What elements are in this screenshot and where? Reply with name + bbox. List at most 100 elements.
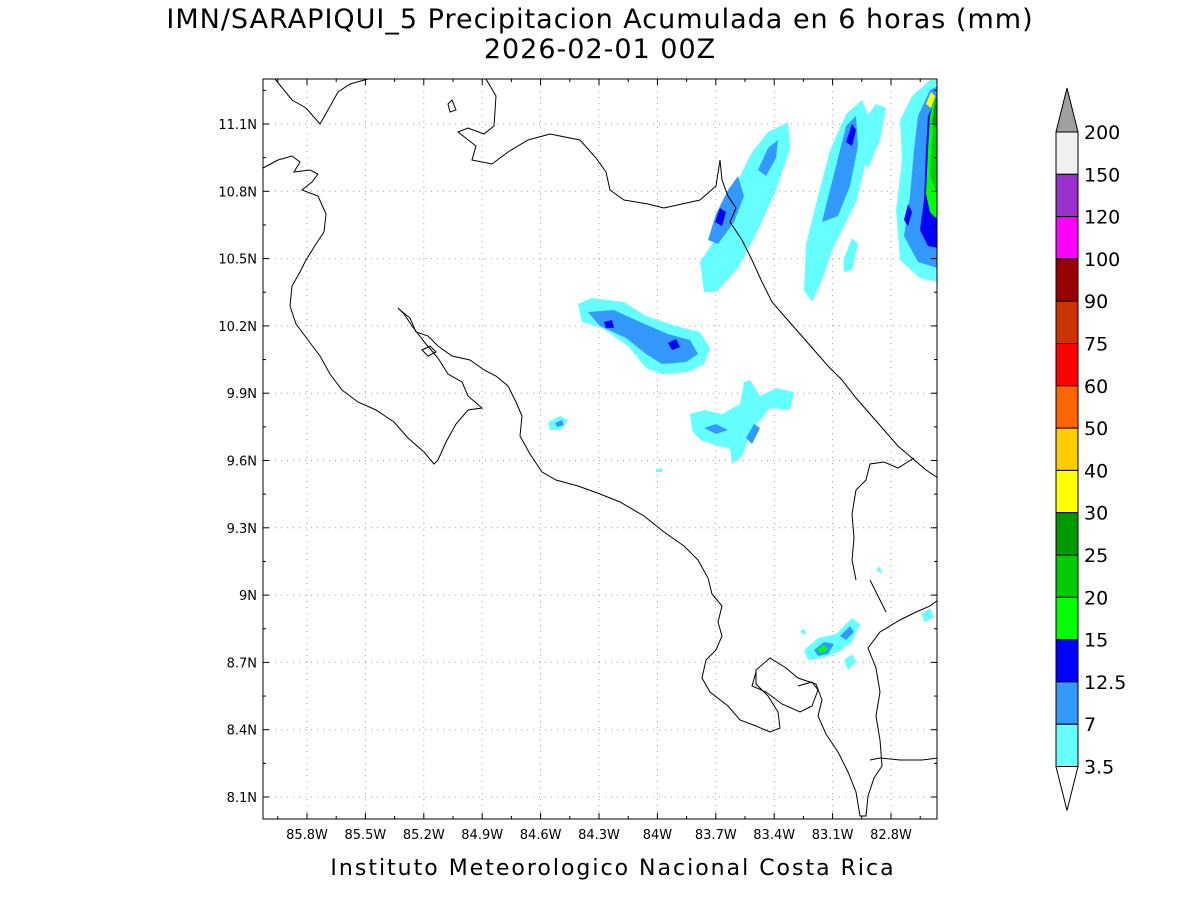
precip-area-3.5mm <box>876 566 882 574</box>
colorbar-swatch <box>1055 385 1079 429</box>
precip-area-7mm <box>555 420 564 427</box>
lon-tick-label: 85.5W <box>344 828 386 843</box>
precip-area-3.5mm <box>844 238 858 272</box>
colorbar-swatch <box>1055 554 1079 598</box>
colorbar-label: 40 <box>1084 460 1108 482</box>
colorbar-label: 75 <box>1084 334 1108 356</box>
lat-tick-label: 8.7N <box>227 656 257 671</box>
colorbar-label: 50 <box>1084 418 1108 440</box>
lat-tick-label: 8.4N <box>227 724 257 739</box>
precip-area-3.5mm <box>656 468 662 472</box>
lat-tick-label: 9.6N <box>227 455 257 470</box>
colorbar: 200 150 120 100 90 75 60 50 40 30 25 20 15 12.5 7 3.5 <box>1055 87 1126 811</box>
precip-area-3.5mm <box>860 104 886 168</box>
precip-area-25mm <box>932 97 937 129</box>
precip-area-12.5mm <box>715 208 726 226</box>
lat-tick-label: 8.1N <box>227 791 257 806</box>
lat-tick-label: 9.9N <box>227 387 257 402</box>
lon-tick-label: 84.6W <box>520 828 562 843</box>
colorbar-label: 100 <box>1084 249 1120 271</box>
lon-tick-label: 85.8W <box>286 828 328 843</box>
colorbar-swatch <box>1055 427 1079 471</box>
colorbar-swatch <box>1055 681 1079 725</box>
precip-area-7mm <box>588 310 698 364</box>
lake-island <box>447 99 457 113</box>
nicoya-island <box>421 345 437 357</box>
plot-frame <box>262 78 938 820</box>
lon-tick-label: 83.7W <box>695 828 737 843</box>
colorbar-label: 60 <box>1084 376 1108 398</box>
colorbar-swatch <box>1055 173 1079 218</box>
colorbar-swatch <box>1055 639 1079 683</box>
colorbar-swatch <box>1055 131 1079 175</box>
colorbar-label: 15 <box>1084 630 1108 652</box>
colorbar-swatch <box>1055 343 1079 387</box>
south-pacific-coast <box>869 757 937 761</box>
precip-area-12.5mm <box>668 339 680 350</box>
pacific-coast-nicoya <box>263 79 484 465</box>
precip-area-7mm <box>758 140 778 176</box>
colorbar-over-arrow <box>1055 87 1079 133</box>
lon-tick-label: 83.4W <box>753 828 795 843</box>
precip-area-3.5mm <box>922 608 934 622</box>
lake-nicaragua-shore <box>457 79 721 209</box>
precip-area-7mm <box>746 424 760 444</box>
precip-area-3.5mm <box>844 654 856 670</box>
lat-tick-label: 10.2N <box>218 320 257 335</box>
footer-credit: Instituto Meteorologico Nacional Costa R… <box>330 856 896 881</box>
precipitation-field <box>548 80 937 670</box>
colorbar-swatch <box>1055 469 1079 514</box>
lat-tick-label: 11.1N <box>218 118 257 133</box>
precip-area-40mm <box>926 92 935 108</box>
precip-area-7mm <box>840 626 854 640</box>
lon-tick-label: 83.1W <box>812 828 854 843</box>
precip-area-12.5mm <box>904 204 912 226</box>
panama-nw-coast <box>869 579 887 613</box>
colorbar-label: 7 <box>1084 714 1096 736</box>
colorbar-label: 120 <box>1084 207 1120 229</box>
osa-peninsula <box>751 671 819 713</box>
precip-area-7mm <box>708 176 744 244</box>
lon-tick-label: 84W <box>643 828 673 843</box>
colorbar-label: 3.5 <box>1084 757 1114 779</box>
grid-lines <box>263 79 937 819</box>
colorbar-swatch <box>1055 512 1079 556</box>
lat-tick-label: 9N <box>239 589 257 604</box>
lat-tick-label: 10.8N <box>218 185 257 200</box>
colorbar-label: 20 <box>1084 587 1108 609</box>
colorbar-label: 150 <box>1084 164 1120 186</box>
precip-area-7mm <box>704 424 728 434</box>
lon-tick-label: 84.9W <box>461 828 503 843</box>
panama-border <box>851 457 915 581</box>
precip-area-3.5mm <box>804 618 860 660</box>
coastlines <box>263 79 937 817</box>
colorbar-swatch <box>1055 596 1079 641</box>
map-title: IMN/SARAPIQUI_5 Precipitacion Acumulada … <box>166 4 1034 35</box>
colorbar-under-arrow <box>1055 766 1079 811</box>
lat-tick-label: 10.5N <box>218 253 257 268</box>
precip-area-3.5mm <box>800 628 806 636</box>
lat-tick-label: 9.3N <box>227 522 257 537</box>
colorbar-label: 90 <box>1084 291 1108 313</box>
colorbar-swatch <box>1055 300 1079 345</box>
colorbar-swatch <box>1055 258 1079 302</box>
map-datetime: 2026-02-01 00Z <box>483 34 717 65</box>
colorbar-label: 200 <box>1084 122 1120 144</box>
nicaragua-lake-and-coast <box>274 79 369 125</box>
colorbar-swatch <box>1055 723 1079 768</box>
colorbar-swatch <box>1055 216 1079 260</box>
precip-area-12.5mm <box>846 124 856 146</box>
gulf-of-nicoya <box>399 309 937 817</box>
lon-tick-label: 82.8W <box>870 828 912 843</box>
precip-area-15mm <box>817 645 828 653</box>
lon-tick-label: 84.3W <box>578 828 620 843</box>
colorbar-label: 12.5 <box>1084 672 1126 694</box>
precip-area-12.5mm <box>604 320 614 328</box>
axes: 85.8W 85.5W 85.2W 84.9W 84.6W 84.3W 84W 83.7W 83… <box>218 79 937 843</box>
caribbean-coast <box>719 159 937 478</box>
colorbar-label: 30 <box>1084 503 1108 525</box>
colorbar-label: 25 <box>1084 545 1108 567</box>
precip-area-3.5mm <box>816 258 826 282</box>
precip-area-3.5mm <box>690 380 794 464</box>
